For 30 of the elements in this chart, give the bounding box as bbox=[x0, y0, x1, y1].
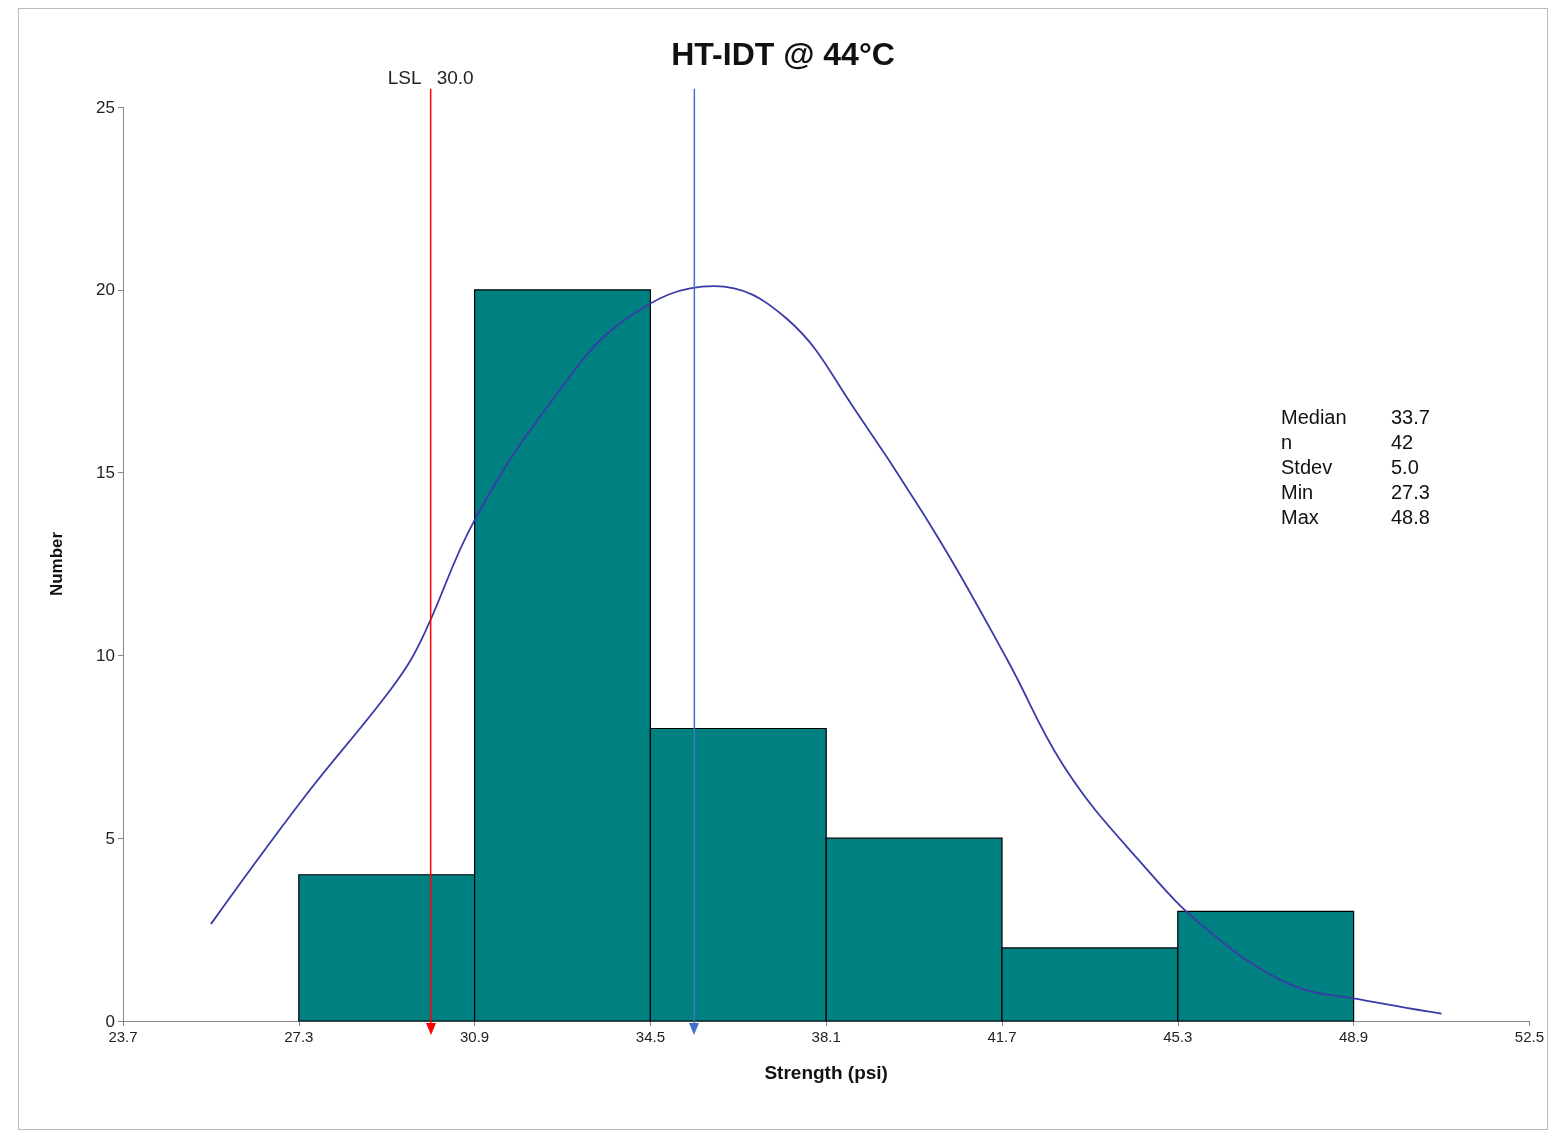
line-series bbox=[210, 285, 1443, 1015]
annotation: Max bbox=[1281, 506, 1319, 528]
x-tick-label: 48.9 bbox=[1339, 1028, 1369, 1045]
annotation: Stdev bbox=[1281, 456, 1333, 478]
annotation: 48.8 bbox=[1391, 506, 1430, 528]
ref-line-label: LSL 30.0 bbox=[387, 66, 474, 88]
chart-title: HT-IDT @ 44°C bbox=[671, 36, 895, 72]
y-tick-label: 5 bbox=[105, 828, 115, 848]
y-axis-title: Number bbox=[47, 531, 66, 597]
annotation: 27.3 bbox=[1391, 481, 1430, 503]
x-tick-label: 41.7 bbox=[987, 1028, 1017, 1045]
annotation: Min bbox=[1281, 481, 1314, 503]
annotation: n bbox=[1281, 431, 1293, 453]
x-tick-label: 27.3 bbox=[284, 1028, 314, 1045]
x-axis-title: Strength (psi) bbox=[764, 1062, 888, 1083]
annotation: 42 bbox=[1391, 431, 1414, 453]
x-tick-label: 30.9 bbox=[460, 1028, 490, 1045]
x-tick-label: 23.7 bbox=[108, 1028, 138, 1045]
y-tick-label: 0 bbox=[105, 1011, 115, 1031]
annotation: Median bbox=[1281, 406, 1347, 428]
x-tick-label: 38.1 bbox=[811, 1028, 841, 1045]
y-tick-label: 15 bbox=[96, 463, 115, 483]
x-tick-label: 45.3 bbox=[1163, 1028, 1193, 1045]
y-tick-label: 25 bbox=[96, 97, 115, 117]
x-tick-label: 34.5 bbox=[635, 1028, 665, 1045]
annotation: 5.0 bbox=[1391, 456, 1419, 478]
y-tick-label: 10 bbox=[96, 645, 115, 665]
x-tick-label: 52.5 bbox=[1514, 1028, 1544, 1045]
y-tick-label: 20 bbox=[96, 280, 115, 300]
annotation: 33.7 bbox=[1391, 406, 1430, 428]
